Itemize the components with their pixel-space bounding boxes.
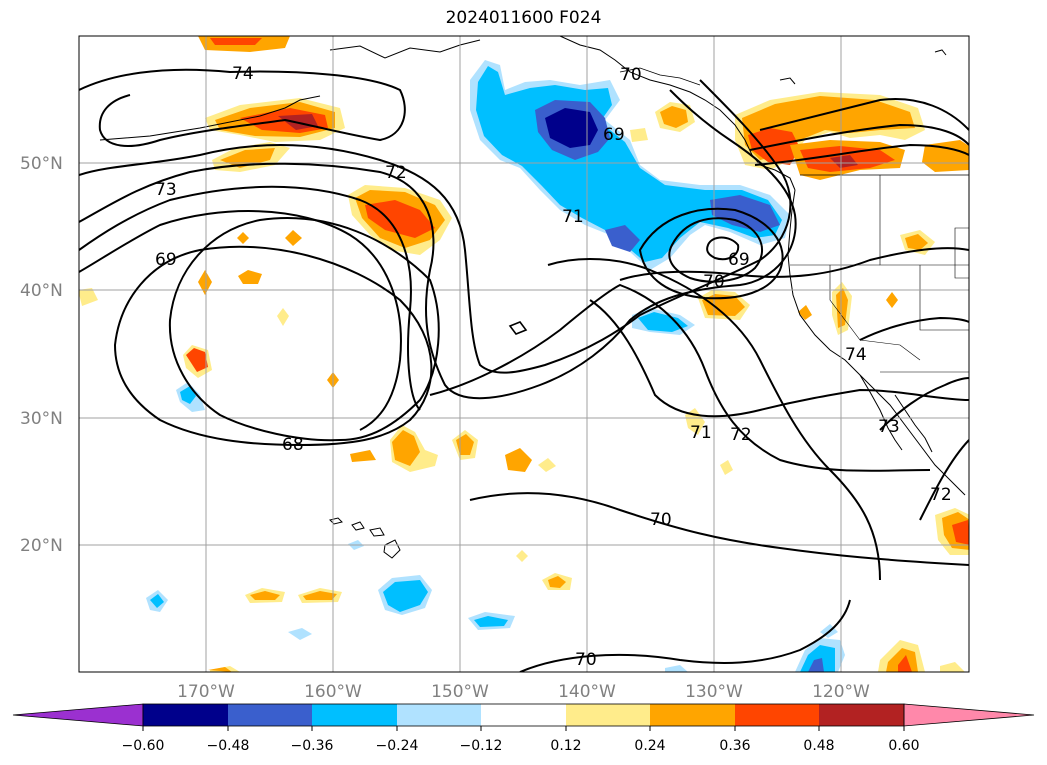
colorbar-segment (397, 704, 481, 726)
warm-anomaly-patch (210, 38, 262, 45)
colorbar-segment (312, 704, 397, 726)
longitude-labels: 170°W 160°W 150°W 140°W 130°W 120°W (177, 682, 870, 702)
lat-label: 40°N (20, 281, 63, 301)
lat-label: 50°N (20, 154, 63, 174)
lon-label: 130°W (685, 682, 743, 702)
colorbar-segment (566, 704, 650, 726)
contour-label: 74 (232, 64, 254, 84)
contour-label: 72 (930, 485, 952, 505)
contour-label: 71 (690, 423, 712, 443)
colorbar-tick-label: 0.36 (719, 738, 750, 754)
contour-label: 68 (282, 435, 304, 455)
contour-label: 69 (155, 250, 177, 270)
colorbar-tick-label: 0.48 (803, 738, 834, 754)
colorbar-segment (481, 704, 566, 726)
lon-label: 160°W (304, 682, 362, 702)
colorbar-segment (228, 704, 312, 726)
contour-label: 72 (385, 163, 407, 183)
colorbar-tick-label: 0.12 (550, 738, 581, 754)
colorbar-over-arrow (904, 704, 1034, 726)
contour-label: 70 (650, 510, 672, 530)
colorbar-tick-label: 0.24 (634, 738, 665, 754)
colorbar-segment (650, 704, 735, 726)
colorbar-segment (819, 704, 904, 726)
lat-label: 30°N (20, 409, 63, 429)
colorbar-tick-label: −0.24 (376, 738, 419, 754)
contour-label: 73 (155, 180, 177, 200)
warm-anomaly-patch (630, 128, 648, 142)
colorbar-segment (735, 704, 819, 726)
lon-label: 120°W (812, 682, 870, 702)
contour-label: 70 (620, 65, 642, 85)
latitude-labels: 50°N 40°N 30°N 20°N (20, 154, 63, 556)
contour-label: 70 (703, 272, 725, 292)
colorbar-tick-label: 0.60 (888, 738, 919, 754)
lon-label: 170°W (177, 682, 235, 702)
colorbar: −0.60 −0.48 −0.36 −0.24 −0.12 0.12 0.24 … (13, 704, 1034, 754)
colorbar-tick-label: −0.60 (122, 738, 165, 754)
colorbar-tick-label: −0.48 (207, 738, 250, 754)
colorbar-under-arrow (13, 704, 143, 726)
contour-label: 74 (845, 345, 867, 365)
lat-label: 20°N (20, 536, 63, 556)
lon-label: 150°W (431, 682, 489, 702)
colorbar-tick-label: −0.36 (291, 738, 334, 754)
colorbar-ticks (143, 726, 904, 731)
contour-label: 70 (575, 650, 597, 670)
contour-label: 72 (730, 425, 752, 445)
map-panel: 74 73 72 69 70 69 71 69 70 68 74 73 71 7… (78, 36, 975, 672)
colorbar-segment (143, 704, 228, 726)
contour-label: 69 (728, 250, 750, 270)
contour-label: 73 (878, 417, 900, 437)
contour-label: 69 (603, 125, 625, 145)
lon-label: 140°W (558, 682, 616, 702)
contour-label: 71 (562, 207, 584, 227)
colorbar-tick-label: −0.12 (460, 738, 503, 754)
